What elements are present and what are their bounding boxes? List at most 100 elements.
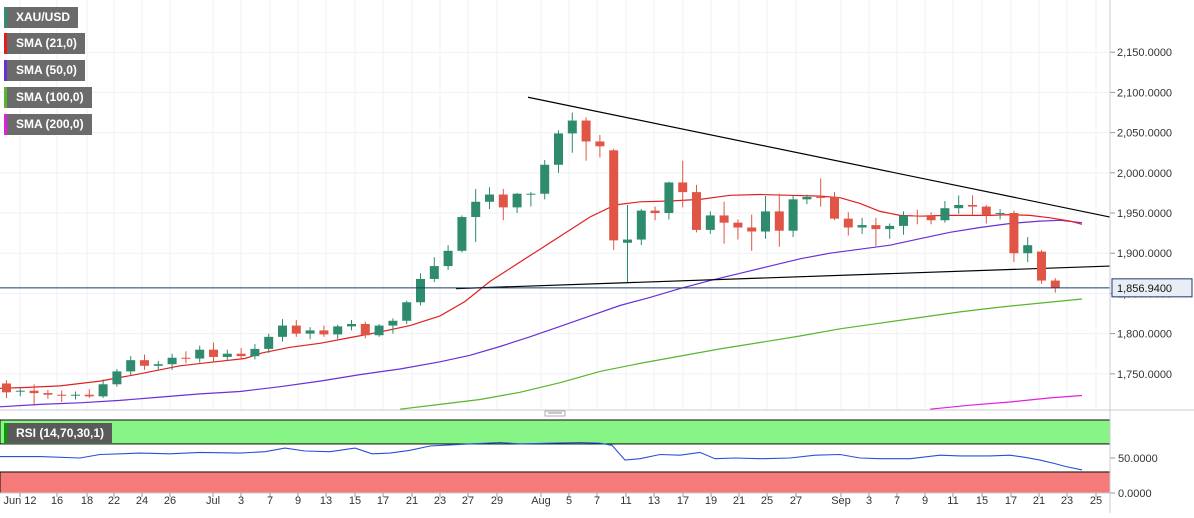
x-tick-label: 17 [377, 495, 389, 507]
candle [498, 188, 508, 221]
candle [126, 356, 136, 376]
x-tick-label: 13 [320, 495, 332, 507]
x-tick-label: 18 [81, 495, 93, 507]
candle [264, 333, 274, 353]
candle [305, 327, 315, 340]
candle-body [15, 390, 25, 392]
candle [871, 217, 881, 246]
x-tick-label: 7 [894, 495, 900, 507]
x-tick-label: 13 [648, 495, 660, 507]
candle [774, 193, 784, 247]
price-tick-label: 1,900.0000 [1117, 248, 1172, 260]
legend-symbol[interactable]: XAU/USD [4, 7, 79, 28]
candle [802, 194, 812, 205]
candle [1050, 278, 1060, 293]
legend-sma50[interactable]: SMA (50,0) [4, 60, 85, 81]
rsi-tick-label: 0.0000 [1118, 488, 1152, 500]
candle-body [153, 364, 163, 366]
x-tick-label: 11 [947, 495, 958, 507]
candle [719, 201, 729, 244]
x-tick-label: 21 [733, 495, 745, 507]
x-tick-label: 15 [349, 495, 361, 507]
candle [374, 323, 384, 337]
legend-sma200[interactable]: SMA (200,0) [4, 114, 92, 135]
x-tick-label: 7 [267, 495, 273, 507]
candle [664, 181, 674, 220]
candle-body [112, 371, 122, 385]
candle [788, 195, 798, 238]
candle [554, 130, 563, 173]
candle [429, 257, 439, 283]
candle [609, 148, 619, 251]
candle [705, 211, 715, 234]
candle-body [995, 213, 1005, 215]
x-tick-label: Jul [206, 495, 220, 507]
x-tick-label: 27 [462, 495, 474, 507]
rsi-oversold-zone [0, 471, 1111, 494]
price-tick-label: 2,050.0000 [1117, 128, 1172, 140]
rsi-line [0, 441, 1083, 471]
candle-body [333, 326, 343, 335]
candle [623, 204, 632, 283]
x-tick-label: 24 [136, 495, 148, 507]
x-tick-label: 15 [976, 495, 988, 507]
candle [29, 384, 39, 406]
candle [319, 325, 329, 337]
price-tick-label: 2,150.0000 [1117, 47, 1172, 59]
candle-body [774, 211, 784, 231]
candle [526, 192, 536, 207]
candle [899, 211, 908, 235]
candle-body [830, 196, 839, 219]
candle-body [222, 353, 232, 357]
candle-body [443, 250, 453, 267]
x-tick-label: 7 [594, 495, 600, 507]
candle [692, 184, 701, 233]
candle-body [623, 239, 632, 243]
candle-body [291, 325, 301, 334]
candle-body [195, 349, 205, 359]
x-tick-label: Sep [831, 495, 851, 507]
candle [926, 212, 936, 225]
candle-body [788, 199, 798, 231]
candle-body [871, 225, 881, 230]
candle [195, 345, 205, 363]
candle-body [678, 182, 688, 193]
candle [1023, 237, 1033, 263]
candle [236, 348, 246, 359]
candle [747, 214, 757, 251]
panel-resize-handle [544, 410, 566, 417]
legend-sma21[interactable]: SMA (21,0) [4, 33, 85, 54]
candle [57, 390, 67, 402]
candle-body [181, 357, 191, 359]
x-tick-label: 3 [238, 495, 244, 507]
x-tick-label: 23 [434, 495, 446, 507]
x-tick-label: Jun 12 [3, 495, 36, 507]
x-tick-label: 21 [1033, 495, 1045, 507]
candle-body [485, 194, 494, 202]
candle-body [761, 211, 770, 232]
candle [761, 196, 770, 239]
candle-body [84, 394, 94, 397]
x-tick-label: 23 [1061, 495, 1073, 507]
rsi-overbought-zone [0, 419, 1111, 445]
candle-body [747, 227, 757, 232]
price-tick-label: 1,950.0000 [1117, 208, 1172, 220]
candle-body [43, 393, 53, 395]
candle [912, 209, 922, 225]
candle-body [636, 210, 646, 240]
candle [153, 360, 163, 371]
candle-body [471, 201, 481, 218]
x-tick-label: Aug [531, 495, 551, 507]
rsi-label[interactable]: RSI (14,70,30,1) [4, 423, 113, 443]
candle-body [664, 182, 674, 214]
legend-sma100[interactable]: SMA (100,0) [4, 87, 92, 108]
candle-body [719, 215, 729, 223]
candle [636, 209, 646, 246]
x-tick-label: 25 [1090, 495, 1102, 507]
candle [98, 379, 108, 398]
candle [416, 273, 425, 306]
candle-body [360, 323, 370, 336]
candle-body [305, 330, 315, 334]
candle-body [126, 360, 136, 372]
trendline-1 [527, 96, 1111, 218]
